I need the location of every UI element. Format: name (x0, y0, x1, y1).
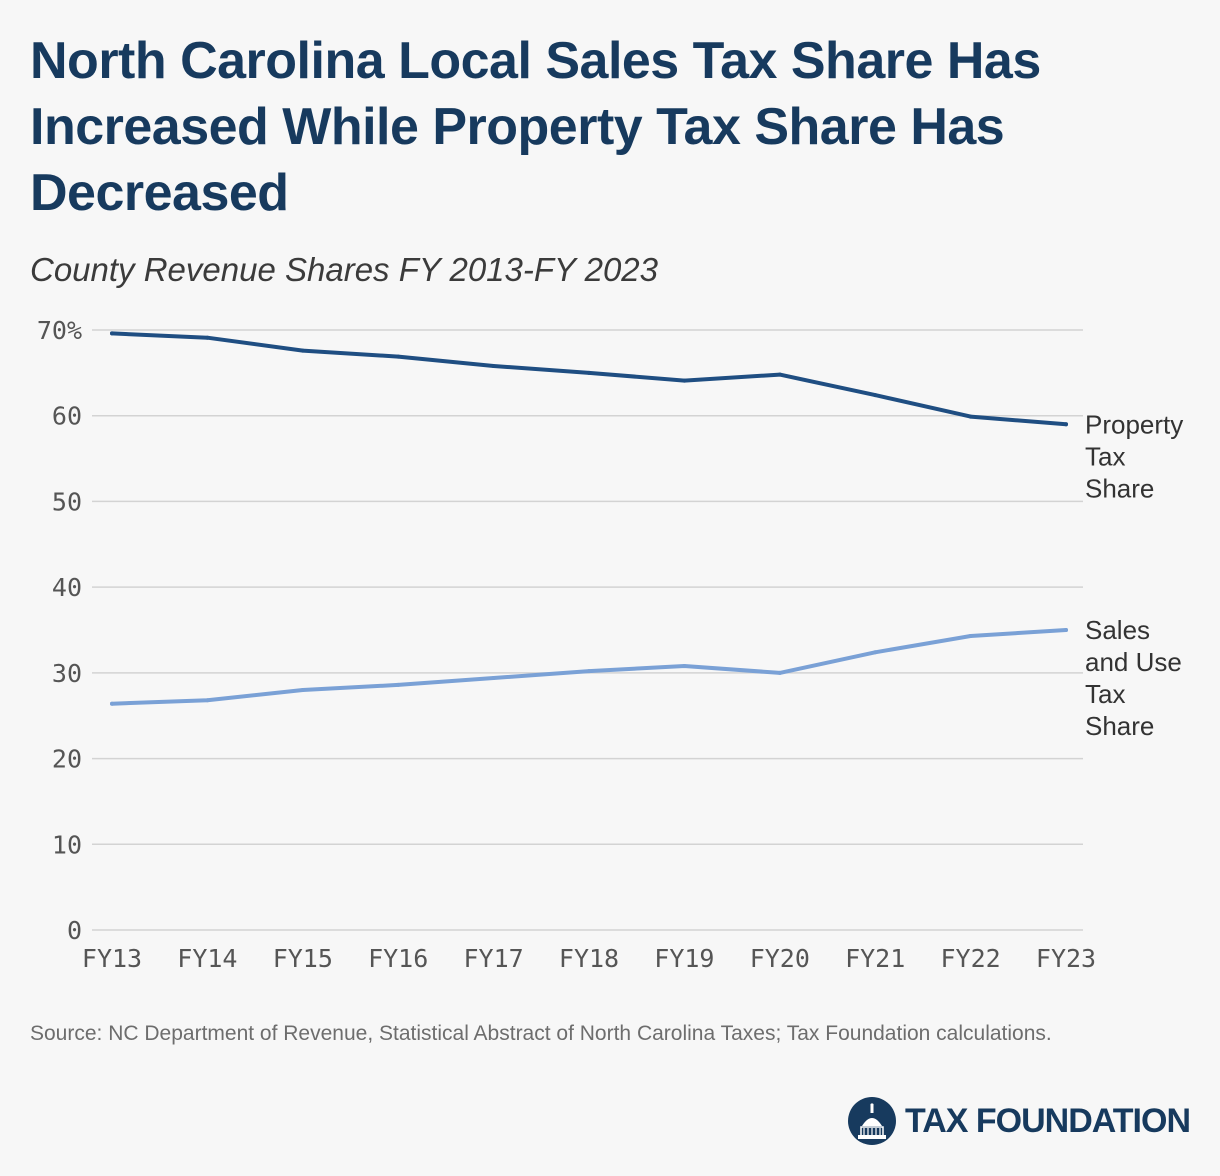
series-label-line: Tax (1085, 679, 1125, 709)
x-tick-label: FY18 (559, 944, 619, 973)
y-tick-label: 30 (52, 659, 82, 688)
x-tick-label: FY23 (1036, 944, 1096, 973)
series-line-1 (110, 628, 1068, 706)
data-point (205, 698, 210, 703)
x-tick-label: FY13 (82, 944, 142, 973)
data-point (110, 331, 114, 336)
data-point (110, 701, 114, 706)
data-point (491, 364, 496, 368)
data-point (777, 372, 782, 377)
gridlines (92, 329, 1083, 931)
y-tick-label: 10 (52, 830, 82, 859)
x-tick-label: FY19 (654, 944, 714, 973)
series-label-line: Tax (1085, 441, 1125, 471)
x-tick-label: FY14 (177, 944, 237, 973)
y-tick-label: 50 (52, 487, 82, 516)
series-label-line: and Use (1085, 647, 1182, 677)
series-label-line: Sales (1085, 615, 1150, 645)
data-point (682, 664, 687, 668)
series-label-line: Share (1085, 711, 1154, 741)
chart-title: North Carolina Local Sales Tax Share Has… (30, 32, 1041, 222)
data-point (1064, 628, 1068, 632)
data-point (968, 414, 973, 419)
data-point (873, 393, 878, 398)
x-tick-label: FY21 (845, 944, 905, 973)
capitol-dome-icon (847, 1097, 896, 1145)
series-line-0 (110, 331, 1068, 427)
data-point (396, 354, 401, 359)
data-point (205, 335, 210, 340)
brand-name: TAX FOUNDATION (904, 1101, 1191, 1140)
x-tick-label: FY16 (368, 944, 428, 973)
data-point (491, 676, 496, 680)
tax-foundation-logo: TAX FOUNDATION (847, 1094, 1191, 1148)
y-axis-ticks: 0 10 20 30 40 50 60 70% (37, 316, 82, 945)
data-point (300, 348, 305, 353)
data-point (873, 650, 878, 655)
series-label-line: Property (1085, 409, 1183, 439)
y-tick-label: 0 (67, 916, 82, 945)
data-point (777, 670, 782, 675)
data-point (396, 682, 401, 687)
y-tick-label: 60 (52, 402, 82, 431)
series-label-line: Share (1085, 473, 1154, 503)
y-tick-label: 40 (52, 573, 82, 602)
data-point (1064, 422, 1068, 427)
y-tick-label: 20 (52, 745, 82, 774)
chart-subtitle: County Revenue Shares FY 2013-FY 2023 (30, 251, 659, 288)
x-tick-label: FY17 (463, 944, 523, 973)
x-axis-ticks: FY13 FY14 FY15 FY16 FY17 FY18 FY19 FY20 FY21 FY22… (82, 944, 1096, 973)
x-tick-label: FY20 (750, 944, 810, 973)
data-point (587, 370, 591, 375)
source-note: Source: NC Department of Revenue, Statis… (30, 1022, 1052, 1045)
x-tick-label: FY15 (273, 944, 333, 973)
y-tick-label: 70% (37, 316, 82, 345)
x-tick-label: FY22 (940, 944, 1000, 973)
data-point (587, 669, 591, 674)
data-point (682, 378, 687, 383)
data-point (300, 688, 305, 692)
data-point (968, 634, 973, 638)
series-lines (110, 331, 1068, 706)
